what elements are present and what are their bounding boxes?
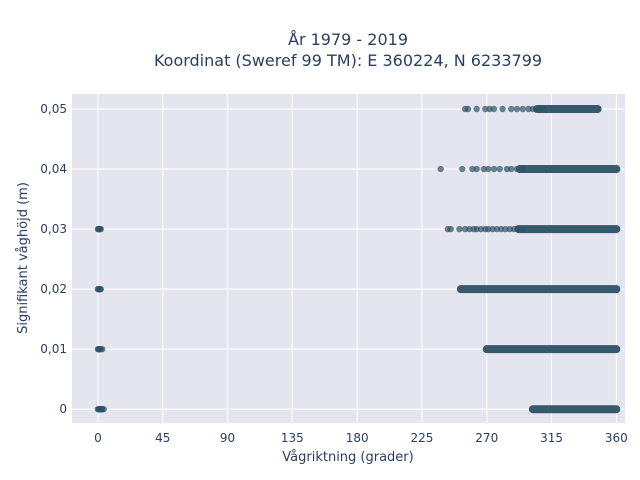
scatter-point: [513, 105, 521, 113]
scatter-point: [100, 405, 107, 413]
scatter-point: [484, 165, 492, 173]
x-tick-label: 135: [281, 431, 304, 445]
scatter-point: [529, 105, 537, 113]
scatter-point: [437, 165, 444, 173]
chart-title-line-1: År 1979 - 2019: [288, 30, 408, 49]
scatter-points: [94, 105, 547, 413]
x-tick-label: 45: [155, 431, 170, 445]
x-tick-label: 360: [605, 431, 628, 445]
scatter-point: [490, 105, 498, 113]
scatter-point: [490, 165, 498, 173]
scatter-point: [99, 345, 106, 353]
scatter-point: [499, 105, 506, 113]
scatter-point: [496, 165, 503, 173]
y-tick-label: 0: [59, 402, 67, 416]
chart-title-line-2: Koordinat (Sweref 99 TM): E 360224, N 62…: [154, 51, 542, 70]
scatter-point: [464, 105, 472, 113]
scatter-point: [519, 165, 526, 173]
y-tick-label: 0,01: [40, 342, 67, 356]
scatter-point: [97, 285, 105, 293]
x-tick-label: 180: [346, 431, 369, 445]
scatter-point: [447, 225, 454, 233]
scatter-point: [459, 165, 466, 173]
x-tick-label: 0: [94, 431, 102, 445]
y-axis-label: Signifikant våghöjd (m): [16, 182, 31, 334]
plot-area: [72, 94, 625, 423]
y-tick-label: 0,04: [40, 162, 67, 176]
scatter-point: [508, 165, 515, 173]
y-tick-label: 0,02: [40, 282, 67, 296]
scatter-point: [539, 105, 547, 113]
scatter-point: [473, 105, 480, 113]
y-tick-label: 0,03: [40, 222, 67, 236]
scatter-point: [456, 225, 463, 233]
x-tick-label: 315: [540, 431, 563, 445]
x-tick-labels: 0 45 90 135 180 225 270 315 360: [94, 431, 628, 445]
y-tick-labels: 0 0,01 0,02 0,03 0,04 0,05: [40, 102, 67, 416]
x-tick-label: 90: [220, 431, 235, 445]
x-axis-label: Vågriktning (grader): [282, 450, 413, 465]
x-tick-label: 270: [475, 431, 498, 445]
scatter-point: [513, 165, 521, 173]
scatter-point: [97, 225, 105, 233]
scatter-point: [473, 165, 480, 173]
scatter-point: [519, 105, 526, 113]
scatter-point: [519, 225, 526, 233]
scatter-point: [508, 105, 515, 113]
dense-point-bands: [456, 105, 621, 414]
x-tick-label: 225: [410, 431, 433, 445]
y-tick-label: 0,05: [40, 102, 67, 116]
